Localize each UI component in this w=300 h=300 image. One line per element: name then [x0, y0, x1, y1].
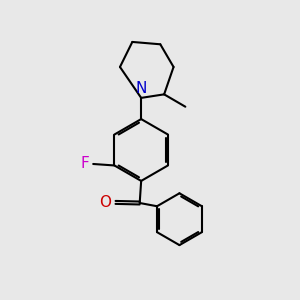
Text: N: N	[136, 80, 147, 95]
Text: F: F	[81, 157, 89, 172]
Text: O: O	[99, 195, 111, 210]
